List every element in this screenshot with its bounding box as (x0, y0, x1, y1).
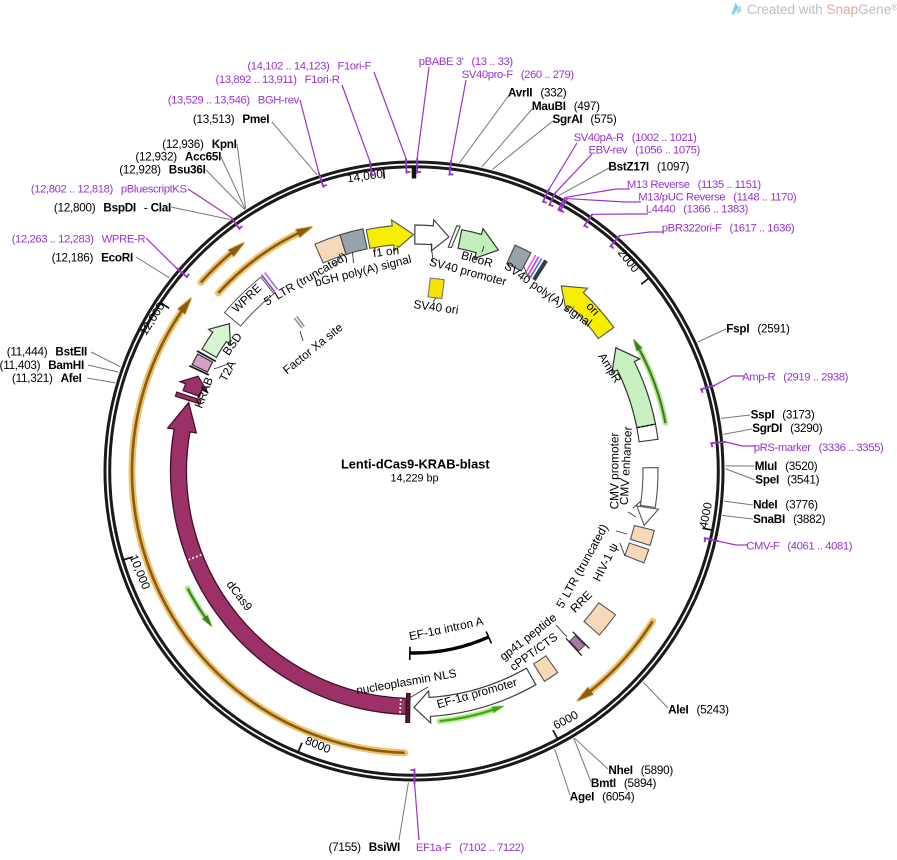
svg-text:NheI(5890): NheI(5890) (608, 764, 673, 777)
svg-text:FspI(2591): FspI(2591) (726, 322, 790, 335)
svg-text:SpeI(3541): SpeI(3541) (755, 474, 819, 487)
svg-text:Amp-R(2919 .. 2938): Amp-R(2919 .. 2938) (742, 372, 849, 384)
svg-text:(12,936)KpnI: (12,936)KpnI (162, 138, 237, 151)
svg-text:CMV-F(4061 .. 4081): CMV-F(4061 .. 4081) (746, 540, 853, 552)
svg-text:(13,529 .. 13,546)BGH-rev: (13,529 .. 13,546)BGH-rev (168, 95, 300, 107)
svg-text:(12,263 .. 12,283)WPRE-R: (12,263 .. 12,283)WPRE-R (12, 233, 146, 245)
svg-text:EBV-rev(1056 .. 1075): EBV-rev(1056 .. 1075) (589, 144, 701, 156)
svg-text:(13,892 .. 13,911)F1ori-R: (13,892 .. 13,911)F1ori-R (215, 74, 339, 86)
svg-text:MluI(3520): MluI(3520) (755, 460, 818, 473)
svg-text:SspI(3173): SspI(3173) (751, 409, 815, 422)
svg-text:M13/pUC Reverse(1148 .. 1170): M13/pUC Reverse(1148 .. 1170) (638, 192, 797, 204)
svg-text:14,229 bp: 14,229 bp (390, 473, 438, 485)
svg-text:pRS-marker(3336 .. 3355): pRS-marker(3336 .. 3355) (754, 442, 884, 454)
svg-text:(12,186)EcoRI: (12,186)EcoRI (52, 251, 133, 264)
svg-text:(11,444)BstEII: (11,444)BstEII (7, 345, 87, 358)
svg-text:(12,802 .. 12,818)pBluescriptK: (12,802 .. 12,818)pBluescriptKS (31, 183, 188, 195)
svg-text:AleI(5243): AleI(5243) (668, 704, 729, 717)
svg-text:(11,321)AfeI: (11,321)AfeI (12, 372, 82, 385)
svg-text:EF1a-F(7102 .. 7122): EF1a-F(7102 .. 7122) (416, 842, 525, 854)
svg-text:Lenti-dCas9-KRAB-blast: Lenti-dCas9-KRAB-blast (341, 457, 490, 472)
svg-text:SV40pA-R(1002 .. 1021): SV40pA-R(1002 .. 1021) (574, 132, 698, 144)
svg-text:Created with SnapGene®: Created with SnapGene® (747, 2, 897, 17)
svg-text:(14,102 .. 14,123)F1ori-F: (14,102 .. 14,123)F1ori-F (247, 60, 371, 72)
svg-text:(13,513)PmeI: (13,513)PmeI (193, 113, 269, 126)
svg-text:AgeI(6054): AgeI(6054) (570, 791, 635, 804)
svg-text:(12,800)BspDI- ClaI: (12,800)BspDI- ClaI (54, 201, 171, 214)
svg-text:NdeI(3776): NdeI(3776) (753, 498, 818, 511)
svg-text:L4440(1366 .. 1383): L4440(1366 .. 1383) (646, 204, 749, 216)
svg-text:BmtI(5894): BmtI(5894) (591, 777, 657, 790)
